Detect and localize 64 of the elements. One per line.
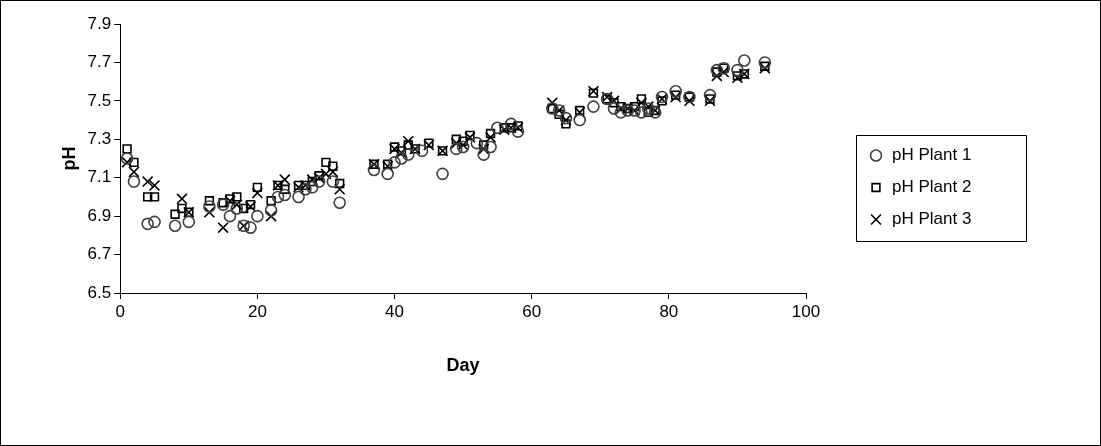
point xyxy=(470,136,484,150)
point xyxy=(669,84,682,98)
point xyxy=(203,200,216,213)
point xyxy=(415,144,429,158)
point xyxy=(244,221,257,234)
point xyxy=(737,54,751,67)
x-tick-label: 0 xyxy=(115,301,125,321)
point xyxy=(251,209,264,223)
x-tick-label: 20 xyxy=(247,301,267,321)
point xyxy=(230,202,244,215)
point xyxy=(587,100,600,113)
point xyxy=(731,63,744,77)
point xyxy=(292,190,305,204)
point xyxy=(120,152,134,165)
point xyxy=(367,163,381,177)
point xyxy=(758,56,772,69)
point xyxy=(449,142,463,156)
point xyxy=(395,152,408,165)
point xyxy=(710,63,724,77)
point xyxy=(223,209,237,223)
y-tick-label: 6.5 xyxy=(87,282,112,302)
point xyxy=(333,196,346,209)
point xyxy=(299,182,312,196)
y-tick-label: 7.5 xyxy=(87,90,112,110)
point xyxy=(148,215,161,229)
y-tick-label: 7.9 xyxy=(87,13,112,33)
legend-label: pH Plant 2 xyxy=(892,177,972,197)
y-tick-label: 7.1 xyxy=(87,167,112,187)
point xyxy=(511,125,525,138)
point xyxy=(703,88,717,102)
point xyxy=(484,140,497,154)
y-axis-title: pH xyxy=(58,146,79,171)
point xyxy=(477,148,490,161)
point xyxy=(182,215,196,229)
point xyxy=(607,102,621,115)
point xyxy=(168,219,182,233)
x-tick-label: 60 xyxy=(522,301,542,321)
point xyxy=(388,156,401,169)
point xyxy=(491,121,504,135)
point xyxy=(127,175,141,188)
y-tick-label: 6.9 xyxy=(87,205,112,225)
point xyxy=(312,175,326,188)
point xyxy=(504,117,518,131)
y-tick-label: 7.3 xyxy=(87,128,112,148)
legend-label: pH Plant 1 xyxy=(892,145,972,165)
x-tick-label: 40 xyxy=(385,301,404,321)
x-tick-label: 80 xyxy=(659,301,679,321)
x-tick-label: 100 xyxy=(791,301,821,321)
y-tick-label: 7.7 xyxy=(87,52,112,72)
legend-label: pH Plant 3 xyxy=(892,209,972,229)
point xyxy=(278,188,292,202)
point xyxy=(381,167,394,181)
point xyxy=(305,181,319,194)
point xyxy=(573,113,586,127)
point xyxy=(614,106,628,119)
point xyxy=(635,106,648,119)
point xyxy=(141,217,154,231)
point xyxy=(436,167,449,181)
x-axis-title: Day xyxy=(446,355,480,376)
y-tick-label: 6.7 xyxy=(87,244,112,264)
point xyxy=(401,148,415,161)
point xyxy=(264,204,278,217)
point xyxy=(271,190,285,204)
point xyxy=(326,175,340,188)
